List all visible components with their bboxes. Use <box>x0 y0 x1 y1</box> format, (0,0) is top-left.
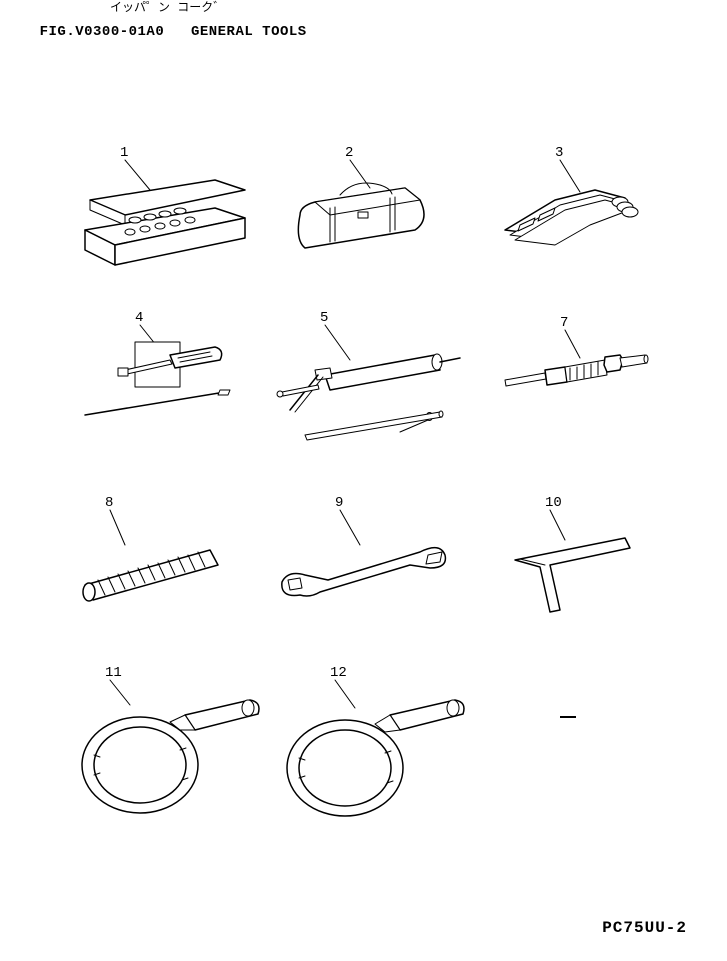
callout-2: 2 <box>345 145 353 161</box>
callout-12: 12 <box>330 665 347 681</box>
tool-pliers-set <box>485 160 660 270</box>
tool-hex-key <box>495 510 655 630</box>
tool-filter-wrench-1 <box>70 680 270 830</box>
diagram-area: 1 2 <box>0 0 727 961</box>
callout-3: 3 <box>555 145 563 161</box>
callout-1: 1 <box>120 145 128 161</box>
callout-7: 7 <box>560 315 568 331</box>
tool-threaded-bar <box>70 510 240 610</box>
tool-socket-set <box>75 160 250 280</box>
tool-bag <box>280 160 455 270</box>
tool-nozzle <box>495 330 665 410</box>
callout-9: 9 <box>335 495 343 511</box>
tool-screwdriver <box>70 320 250 440</box>
tool-wrench <box>270 510 460 620</box>
callout-8: 8 <box>105 495 113 511</box>
page: イッパ゜ン コーク゛ FIG.V0300-01A0 GENERAL TOOLS … <box>0 0 727 961</box>
callout-11: 11 <box>105 665 122 681</box>
tool-filter-wrench-2 <box>275 680 475 830</box>
tool-grease-gun <box>270 320 470 450</box>
callout-10: 10 <box>545 495 562 511</box>
